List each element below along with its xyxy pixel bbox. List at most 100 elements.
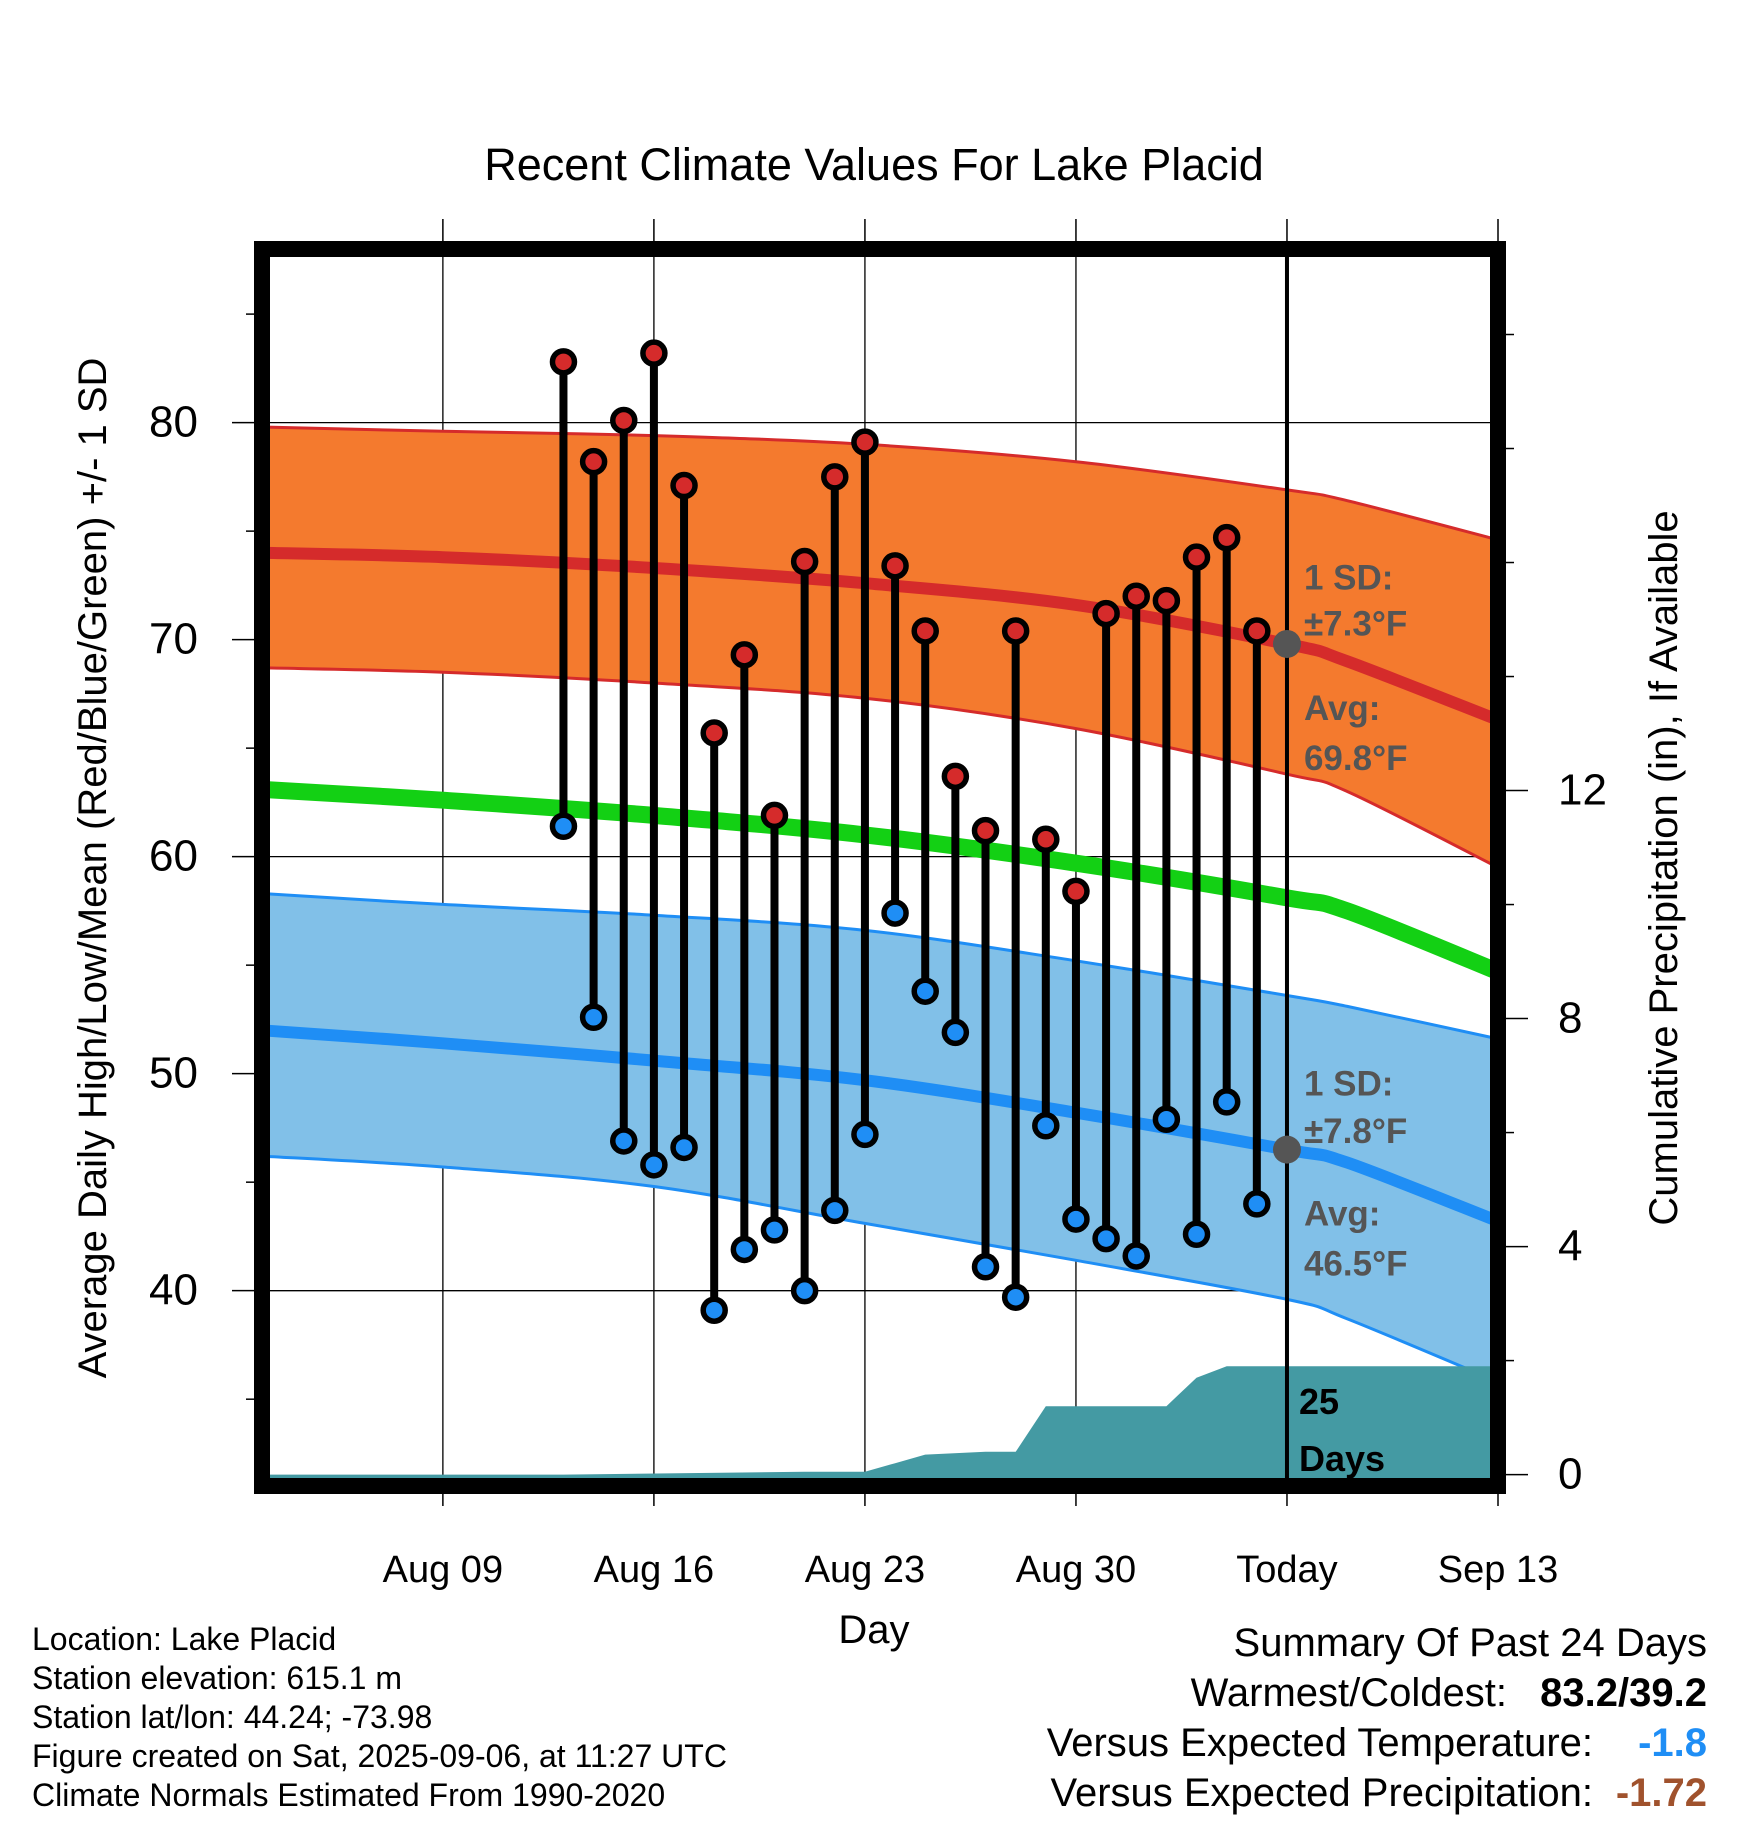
x-tick-label: Today [1236, 1549, 1337, 1591]
summary-title: Summary Of Past 24 Days [1233, 1621, 1707, 1665]
location-text: Location: Lake Placid [32, 1621, 337, 1657]
low-point [549, 812, 578, 841]
low-avg-label: Avg: [1304, 1195, 1380, 1234]
plot-frame [254, 241, 1506, 1494]
high-sd-band [262, 427, 1498, 868]
y-tick-label: 80 [149, 398, 198, 447]
high-point [579, 447, 608, 476]
precip-departure-row: Versus Expected Precipitation: -1.72 [1047, 1768, 1707, 1818]
low-avg-value: 46.5°F [1304, 1244, 1408, 1283]
high-point [1122, 582, 1150, 610]
low-point [881, 899, 909, 927]
high-point [1062, 877, 1090, 906]
y2-tick-label: 0 [1558, 1450, 1582, 1499]
high-point [881, 552, 909, 580]
high-point [971, 816, 1000, 845]
low-sd-upper-edge [261, 892, 1499, 1041]
high-sd-upper-edge [261, 425, 1499, 542]
low-point [1092, 1224, 1120, 1253]
x-tick-label: Aug 23 [805, 1549, 925, 1591]
high-avg-label: Avg: [1304, 689, 1380, 728]
annotations: 1 SD: ±7.3°F Avg: 69.8°F 1 SD: ±7.8°F Avg: 46.5… [1272, 559, 1408, 1479]
low-point [851, 1120, 879, 1149]
high-point [1212, 523, 1241, 552]
low-sd-label: 1 SD: [1304, 1064, 1393, 1103]
low-point [1001, 1283, 1030, 1311]
low-point [1152, 1105, 1181, 1133]
low-point [941, 1018, 970, 1047]
low-point [1062, 1205, 1090, 1233]
y-tick-label: 60 [149, 832, 198, 881]
high-sd-lower-edge [261, 666, 1499, 869]
y-tick-label: 50 [149, 1049, 198, 1098]
precipitation-area [262, 1366, 1498, 1486]
high-point [640, 339, 668, 367]
high-point [1032, 825, 1060, 854]
summary-panel: Summary Of Past 24 Days Warmest/Coldest:… [1047, 1618, 1707, 1818]
low-point [730, 1235, 759, 1264]
x-tick-label: Aug 16 [594, 1549, 714, 1591]
normal-bands [261, 425, 1502, 1384]
warmest-coldest-label: Warmest/Coldest: [1190, 1671, 1507, 1715]
normal-high-line [261, 546, 1501, 726]
high-sd-value: ±7.3°F [1304, 604, 1407, 643]
low-point [1212, 1088, 1241, 1116]
x-axis-label: Day [838, 1608, 909, 1652]
days-count-text: 25 [1299, 1381, 1339, 1422]
elevation-text: Station elevation: 615.1 m [32, 1660, 403, 1696]
high-point [1182, 543, 1211, 571]
precip-departure-label: Versus Expected Precipitation: [1050, 1771, 1593, 1815]
temp-departure-label: Versus Expected Temperature: [1046, 1721, 1593, 1765]
x-tick-label: Aug 30 [1016, 1549, 1136, 1591]
temp-departure-value: -1.8 [1638, 1721, 1707, 1765]
days-word-text: Days [1299, 1438, 1385, 1479]
low-point [610, 1127, 638, 1155]
low-point [911, 977, 939, 1005]
high-point [1152, 586, 1181, 615]
low-sd-band [262, 893, 1498, 1382]
low-point [670, 1133, 698, 1162]
normal-mean-line [261, 780, 1502, 980]
created-text: Figure created on Sat, 2025-09-06, at 11… [32, 1738, 727, 1774]
high-point [700, 719, 728, 747]
high-point [790, 547, 819, 576]
low-point [700, 1296, 728, 1324]
high-point [670, 471, 698, 500]
high-point [760, 801, 789, 830]
low-point [1122, 1242, 1150, 1270]
warmest-coldest-value: 83.2/39.2 [1540, 1671, 1707, 1715]
high-point [851, 428, 879, 456]
high-point [821, 463, 849, 491]
y2-tick-label: 12 [1558, 766, 1607, 815]
axes: Aug 09 Aug 16 Aug 23 Aug 30 Today Sep 1340506… [149, 219, 1607, 1591]
y2-axis-label: Cumulative Precipitation (in), If Availa… [1642, 510, 1686, 1225]
station-info: Location: Lake Placid Station elevation:… [32, 1620, 727, 1815]
low-sd-lower-edge [261, 1154, 1499, 1384]
latlon-text: Station lat/lon: 44.24; -73.98 [32, 1699, 433, 1735]
low-point [821, 1196, 849, 1225]
temp-departure-row: Versus Expected Temperature: -1.8 [1047, 1718, 1707, 1768]
low-sd-value: ±7.8°F [1304, 1112, 1407, 1151]
today-high-marker [1272, 629, 1301, 658]
low-point [790, 1276, 819, 1305]
high-sd-label: 1 SD: [1304, 559, 1393, 598]
high-avg-value: 69.8°F [1304, 739, 1408, 778]
low-point [640, 1151, 668, 1179]
y-tick-label: 70 [149, 615, 198, 664]
chart-title: Recent Climate Values For Lake Placid [484, 139, 1264, 190]
x-tick-label: Sep 13 [1438, 1549, 1558, 1591]
plot-area: 1 SD: ±7.3°F Avg: 69.8°F 1 SD: ±7.8°F Avg: 46.5… [254, 241, 1506, 1494]
y2-tick-label: 8 [1558, 994, 1582, 1043]
low-point [1243, 1190, 1271, 1218]
low-point [1182, 1220, 1211, 1249]
high-point [730, 641, 759, 669]
low-point [579, 1003, 608, 1031]
today-low-marker [1272, 1135, 1301, 1164]
high-point [1092, 599, 1120, 628]
precipitation-fill [262, 1366, 1498, 1486]
low-point [971, 1253, 1000, 1281]
high-point [1243, 617, 1271, 645]
normal-low-line [261, 1024, 1501, 1227]
high-point [549, 348, 578, 376]
